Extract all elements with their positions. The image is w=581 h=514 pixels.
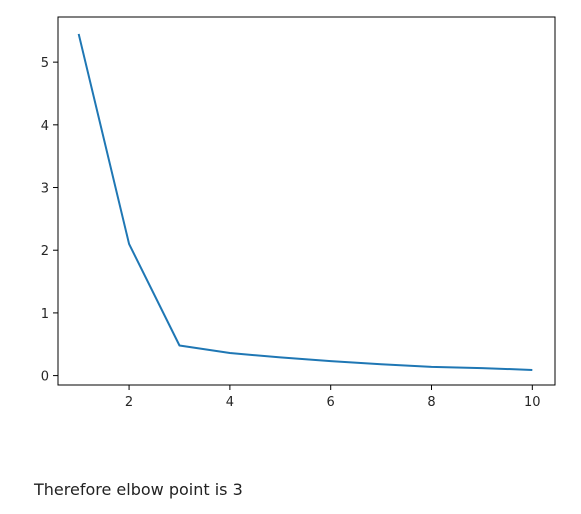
y-tick-label: 1 bbox=[41, 307, 49, 322]
y-axis-ticks: 0 1 2 3 4 5 bbox=[41, 56, 58, 385]
series-layer bbox=[77, 33, 533, 371]
x-axis-ticks: 2 4 6 8 10 bbox=[125, 385, 541, 410]
x-tick-label: 6 bbox=[327, 395, 335, 410]
x-tick-label: 2 bbox=[125, 395, 133, 410]
conclusion-text: Therefore elbow point is 3 bbox=[34, 480, 243, 499]
y-tick-label: 2 bbox=[41, 244, 49, 259]
elbow-line-chart: 2 4 6 8 10 0 1 2 3 4 5 bbox=[41, 16, 556, 410]
x-tick-label: 4 bbox=[226, 395, 234, 410]
y-tick-label: 3 bbox=[41, 182, 49, 197]
y-tick-label: 0 bbox=[41, 370, 49, 385]
plot-frame bbox=[57, 16, 556, 386]
x-tick-label: 10 bbox=[524, 395, 541, 410]
series-line bbox=[77, 33, 533, 371]
y-tick-label: 4 bbox=[41, 119, 49, 134]
x-tick-label: 8 bbox=[427, 395, 435, 410]
y-tick-label: 5 bbox=[41, 56, 49, 71]
